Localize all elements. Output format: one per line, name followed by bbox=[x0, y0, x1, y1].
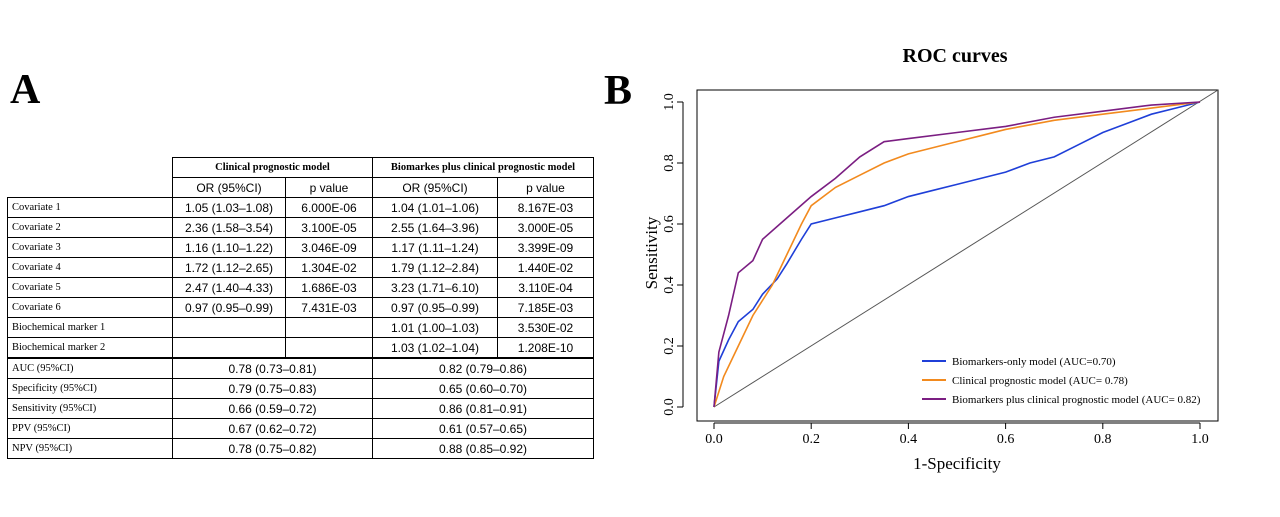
table-cell: 3.399E-09 bbox=[497, 237, 594, 258]
y-tick-label: 0.6 bbox=[662, 215, 677, 233]
panel-label: A bbox=[10, 67, 41, 113]
x-tick-label: 1.0 bbox=[1191, 432, 1209, 447]
table-cell: 1.16 (1.10–1.22) bbox=[172, 237, 286, 258]
legend-label: Clinical prognostic model (AUC= 0.78) bbox=[952, 375, 1128, 387]
table-row: Covariate 2 2.36 (1.58–3.54) 3.100E-05 2.55… bbox=[7, 217, 594, 238]
table-cell: 0.86 (0.81–0.91) bbox=[372, 398, 594, 419]
y-tick-label: 0.2 bbox=[662, 337, 677, 355]
reference-diagonal bbox=[713, 89, 1219, 408]
table-cell: 0.78 (0.73–0.81) bbox=[172, 357, 373, 379]
table-row: PPV (95%CI) 0.67 (0.62–0.72) 0.61 (0.57–0.… bbox=[7, 418, 594, 439]
y-tick-label: 0.8 bbox=[662, 154, 677, 172]
table-cell: 0.66 (0.59–0.72) bbox=[172, 398, 373, 419]
table-cell: 0.78 (0.75–0.82) bbox=[172, 438, 373, 459]
table-cell: 3.530E-02 bbox=[497, 317, 594, 338]
legend-label: Biomarkers plus clinical prognostic mode… bbox=[952, 394, 1201, 406]
roc-curve bbox=[713, 101, 1201, 408]
y-tick-label: 0.0 bbox=[662, 398, 677, 416]
table-row: Biochemical marker 1 1.01 (1.00–1.03) 3.53… bbox=[7, 317, 594, 338]
table-cell: 0.65 (0.60–0.70) bbox=[372, 378, 594, 399]
y-tick-label: 1.0 bbox=[662, 93, 677, 111]
legend-label: Biomarkers-only model (AUC=0.70) bbox=[952, 356, 1116, 368]
x-tick-label: 0.2 bbox=[802, 432, 820, 447]
x-tick-label: 0.6 bbox=[997, 432, 1015, 447]
table-row: Covariate 1 1.05 (1.03–1.08) 6.000E-06 1.04… bbox=[7, 197, 594, 218]
table-row: Biochemical marker 2 1.03 (1.02–1.04) 1.20… bbox=[7, 337, 594, 359]
chart-title: ROC curves bbox=[903, 45, 1008, 67]
table-cell: 3.110E-04 bbox=[497, 277, 594, 298]
table-cell: 3.000E-05 bbox=[497, 217, 594, 238]
table-row: AUC (95%CI) 0.78 (0.73–0.81) 0.82 (0.79–0.… bbox=[7, 357, 594, 379]
roc-curve bbox=[713, 101, 1201, 408]
table-row: Covariate 6 0.97 (0.95–0.99) 7.431E-03 0.97… bbox=[7, 297, 594, 318]
x-tick-label: 0.4 bbox=[900, 432, 918, 447]
table-cell: 0.88 (0.85–0.92) bbox=[372, 438, 594, 459]
y-tick-label: 0.4 bbox=[662, 276, 677, 294]
table-cell: p value bbox=[285, 177, 373, 198]
table-cell: 0.97 (0.95–0.99) bbox=[172, 297, 286, 318]
table-cell: 7.431E-03 bbox=[285, 297, 373, 318]
y-axis-label: Sensitivity bbox=[642, 216, 661, 289]
roc-curve bbox=[713, 101, 1201, 408]
table-cell: 1.04 (1.01–1.06) bbox=[372, 197, 498, 218]
table-row: NPV (95%CI) 0.78 (0.75–0.82) 0.88 (0.85–0.… bbox=[7, 438, 594, 459]
table-row: Covariate 4 1.72 (1.12–2.65) 1.304E-02 1.79… bbox=[7, 257, 594, 278]
results-table: Clinical prognostic model Biomarkes plus … bbox=[7, 157, 594, 459]
table-cell: 1.01 (1.00–1.03) bbox=[372, 317, 498, 338]
table-cell: 2.55 (1.64–3.96) bbox=[372, 217, 498, 238]
plot-frame bbox=[696, 89, 1219, 422]
x-tick-label: 0.0 bbox=[705, 432, 723, 447]
table-cell: 1.304E-02 bbox=[285, 257, 373, 278]
table-cell: 0.79 (0.75–0.83) bbox=[172, 378, 373, 399]
x-tick-label: 0.8 bbox=[1094, 432, 1112, 447]
table-cell: 1.686E-03 bbox=[285, 277, 373, 298]
table-row: Covariate 3 1.16 (1.10–1.22) 3.046E-09 1.17… bbox=[7, 237, 594, 258]
x-axis-label: 1-Specificity bbox=[913, 454, 1001, 473]
table-cell: 1.05 (1.03–1.08) bbox=[172, 197, 286, 218]
table-cell: 1.79 (1.12–2.84) bbox=[372, 257, 498, 278]
table-cell: 2.36 (1.58–3.54) bbox=[172, 217, 286, 238]
table-cell: 8.167E-03 bbox=[497, 197, 594, 218]
panel-label: B bbox=[604, 68, 632, 114]
table-row: Clinical prognostic model Biomarkes plus … bbox=[8, 157, 594, 178]
